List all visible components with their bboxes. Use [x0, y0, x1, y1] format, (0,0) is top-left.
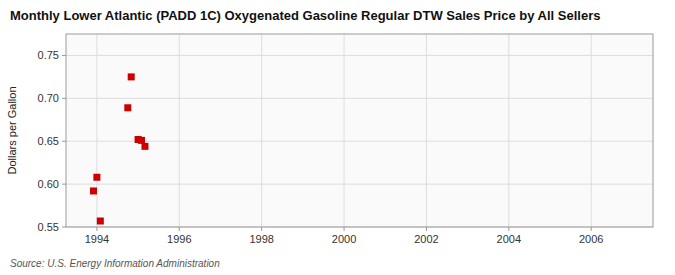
x-tick-label: 1994 [85, 233, 109, 245]
x-tick-label: 1996 [167, 233, 191, 245]
plot-frame [66, 34, 653, 227]
y-grid-line [66, 141, 653, 142]
y-grid-line [66, 55, 653, 56]
y-tick-label: 0.55 [38, 221, 59, 233]
x-tick-label: 2006 [579, 233, 603, 245]
point [124, 104, 131, 111]
x-tick [261, 227, 262, 231]
point [128, 73, 135, 80]
y-tick-label: 0.70 [38, 92, 59, 104]
x-tick-label: 1998 [249, 233, 273, 245]
x-tick-label: 2004 [497, 233, 521, 245]
x-grid-line [344, 34, 345, 227]
x-tick [179, 227, 180, 231]
chart: 1994 1996 1998 2000 2002 2004 2006 0.55 0.60 0.65… [0, 0, 675, 275]
point [93, 174, 100, 181]
x-tick [591, 227, 592, 231]
grid [66, 34, 653, 227]
y-tick [62, 141, 66, 142]
x-tick-label: 2000 [332, 233, 356, 245]
y-tick [62, 227, 66, 228]
point [90, 187, 97, 194]
x-grid-line [96, 34, 97, 227]
y-grid-line [66, 184, 653, 185]
axes: 1994 1996 1998 2000 2002 2004 2006 0.55 0.60 0.65… [38, 49, 604, 245]
x-tick [508, 227, 509, 231]
y-tick-label: 0.65 [38, 135, 59, 147]
y-tick [62, 184, 66, 185]
point [141, 143, 148, 150]
x-tick [344, 227, 345, 231]
x-tick [426, 227, 427, 231]
x-grid-line [261, 34, 262, 227]
y-tick-label: 0.60 [38, 178, 59, 190]
point [97, 217, 104, 224]
plot-area [66, 34, 653, 227]
x-grid-line [179, 34, 180, 227]
y-grid-line [66, 98, 653, 99]
points [90, 73, 148, 224]
y-tick [62, 55, 66, 56]
x-grid-line [591, 34, 592, 227]
x-grid-line [508, 34, 509, 227]
y-tick-label: 0.75 [38, 49, 59, 61]
source-note: Source: U.S. Energy Information Administ… [10, 258, 220, 269]
x-tick [96, 227, 97, 231]
x-tick-label: 2002 [414, 233, 438, 245]
x-grid-line [426, 34, 427, 227]
y-tick [62, 98, 66, 99]
y-axis-label: Dollars per Gallon [6, 86, 18, 174]
title: Monthly Lower Atlantic (PADD 1C) Oxygena… [10, 8, 600, 23]
point [138, 137, 145, 144]
